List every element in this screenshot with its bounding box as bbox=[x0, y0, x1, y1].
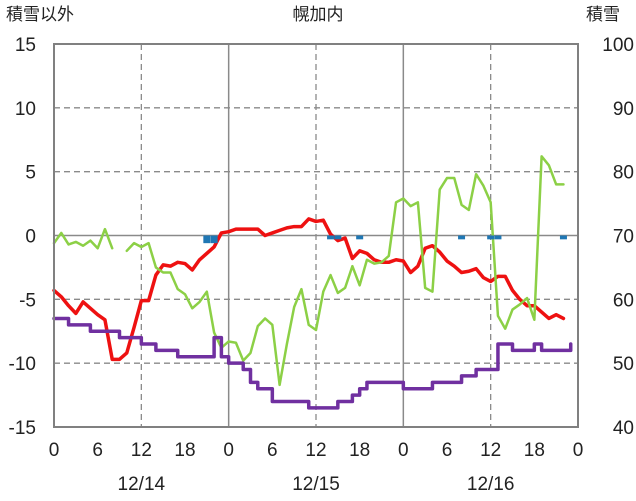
x-tick-label: 0 bbox=[573, 440, 584, 461]
x-tick-label: 18 bbox=[524, 440, 545, 461]
x-tick-label: 18 bbox=[174, 440, 195, 461]
precip-bar bbox=[334, 235, 342, 240]
left-tick-label: -15 bbox=[9, 418, 36, 439]
precip-bar bbox=[327, 235, 335, 240]
day-label: 12/15 bbox=[292, 474, 340, 495]
chart-title: 幌加内 bbox=[293, 5, 344, 24]
left-axis-label: 積雪以外 bbox=[6, 5, 74, 24]
right-tick-label: 70 bbox=[613, 227, 634, 248]
right-axis-label: 積雪 bbox=[586, 5, 620, 24]
right-tick-label: 40 bbox=[613, 418, 634, 439]
x-tick-label: 0 bbox=[398, 440, 409, 461]
series-line-1 bbox=[52, 155, 565, 387]
precip-bar bbox=[356, 235, 364, 240]
precip-bar bbox=[203, 235, 211, 244]
right-tick-label: 50 bbox=[613, 354, 634, 375]
left-tick-labels: -15 -10 -5 0 5 10 15 bbox=[9, 35, 36, 439]
x-tick-label: 12 bbox=[131, 440, 152, 461]
precip-bar bbox=[494, 235, 502, 240]
right-tick-label: 100 bbox=[602, 35, 634, 56]
left-tick-label: 0 bbox=[25, 227, 36, 248]
left-tick-label: 15 bbox=[15, 35, 36, 56]
x-tick-label: 12 bbox=[305, 440, 326, 461]
series-layer bbox=[52, 155, 573, 410]
x-tick-label: 0 bbox=[49, 440, 60, 461]
precip-bar bbox=[458, 235, 466, 240]
plot-frame bbox=[53, 43, 579, 428]
left-tick-label: 5 bbox=[25, 163, 36, 184]
x-tick-label: 12 bbox=[480, 440, 501, 461]
left-tick-label: 10 bbox=[15, 99, 36, 120]
right-tick-label: 60 bbox=[613, 290, 634, 311]
series-line-0 bbox=[52, 217, 566, 362]
x-tick-label: 6 bbox=[267, 440, 278, 461]
day-labels: 12/14 12/15 12/16 bbox=[118, 474, 515, 495]
precip-bar bbox=[210, 235, 218, 244]
day-label: 12/14 bbox=[118, 474, 166, 495]
x-tick-label: 6 bbox=[92, 440, 103, 461]
x-tick-labels: 0 6 12 18 0 6 12 18 0 6 12 18 0 bbox=[49, 440, 584, 461]
right-tick-label: 80 bbox=[613, 163, 634, 184]
series-line-2 bbox=[52, 316, 573, 410]
day-label: 12/16 bbox=[467, 474, 515, 495]
precip-bar bbox=[487, 235, 495, 240]
precip-bar bbox=[559, 235, 567, 240]
right-tick-labels: 40 50 60 70 80 90 100 bbox=[602, 35, 634, 439]
x-tick-label: 18 bbox=[349, 440, 370, 461]
x-tick-label: 0 bbox=[223, 440, 234, 461]
left-tick-label: -5 bbox=[19, 290, 36, 311]
right-tick-label: 90 bbox=[613, 99, 634, 120]
left-tick-label: -10 bbox=[9, 354, 36, 375]
x-tick-label: 6 bbox=[442, 440, 453, 461]
